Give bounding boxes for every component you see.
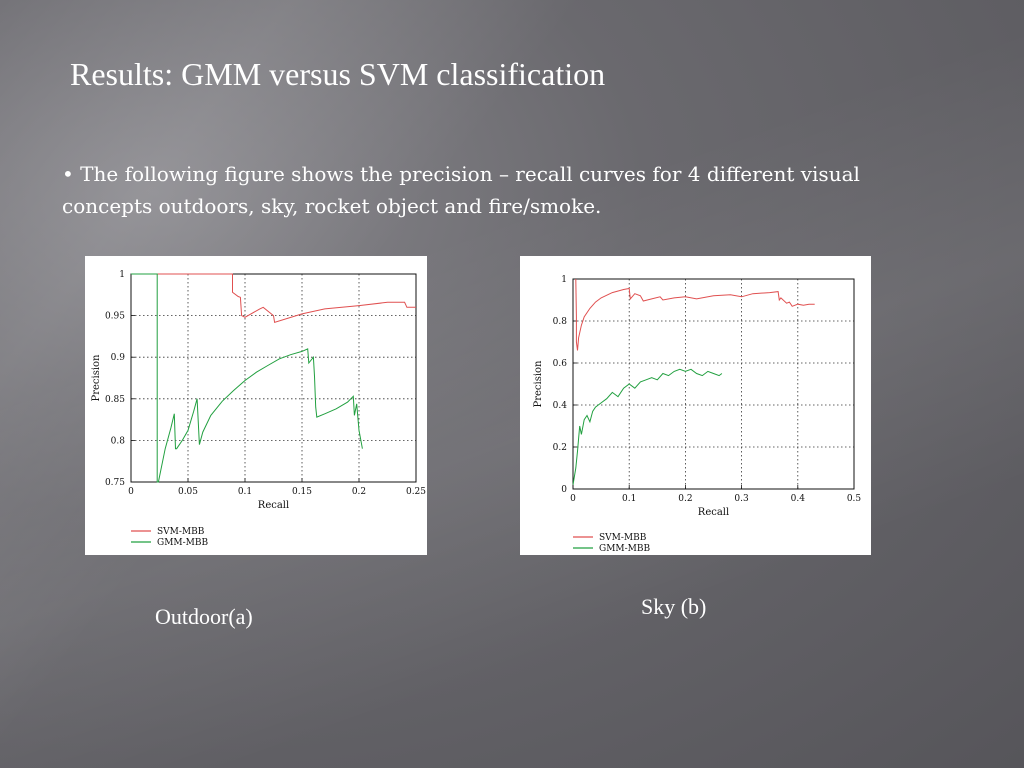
x-tick-label: 0.1 bbox=[622, 494, 636, 504]
series-line-gmm-mbb bbox=[131, 273, 363, 483]
x-tick-label: 0.3 bbox=[734, 494, 749, 504]
figure-sky: 0 0.1 0.2 0.3 0.4 0.5 0 0.2 0.4 0.6 0.8 1 Recall Prec… bbox=[520, 256, 871, 555]
x-tick-label: 0.4 bbox=[791, 494, 806, 504]
legend-label: SVM-MBB bbox=[157, 527, 205, 537]
y-tick-label: 1 bbox=[119, 270, 125, 280]
y-tick-label: 0.8 bbox=[111, 436, 126, 446]
x-tick-label: 0.2 bbox=[352, 487, 366, 497]
y-tick-label: 0.8 bbox=[553, 317, 568, 327]
plot-frame bbox=[130, 273, 417, 483]
series-line-svm-mbb bbox=[575, 278, 815, 351]
y-tick-label: 0.9 bbox=[111, 353, 126, 363]
x-tick-label: 0 bbox=[570, 494, 576, 504]
y-tick-label: 1 bbox=[561, 275, 567, 285]
legend-label: GMM-MBB bbox=[599, 544, 650, 554]
chart-outdoor: 0 0.05 0.1 0.15 0.2 0.25 0.75 0.8 0.85 0.9 0.95 1 Re… bbox=[91, 270, 426, 548]
y-tick-label: 0 bbox=[561, 485, 567, 495]
y-tick-label: 0.4 bbox=[553, 401, 568, 411]
y-tick-label: 0.95 bbox=[105, 312, 125, 322]
series-line-svm-mbb bbox=[131, 273, 416, 323]
x-tick-label: 0.15 bbox=[292, 487, 312, 497]
legend-label: SVM-MBB bbox=[599, 533, 647, 543]
y-tick-label: 0.6 bbox=[553, 359, 568, 369]
x-tick-label: 0.05 bbox=[178, 487, 198, 497]
x-tick-label: 0.2 bbox=[678, 494, 692, 504]
series-line-gmm-mbb bbox=[572, 368, 723, 485]
x-tick-label: 0.1 bbox=[238, 487, 252, 497]
bullet-text: • The following figure shows the precisi… bbox=[62, 162, 860, 218]
y-tick-label: 0.75 bbox=[105, 478, 125, 488]
caption-sky: Sky (b) bbox=[641, 594, 707, 619]
x-axis-label: Recall bbox=[258, 500, 289, 511]
y-tick-label: 0.85 bbox=[105, 395, 125, 405]
legend-label: GMM-MBB bbox=[157, 538, 208, 548]
x-tick-label: 0.5 bbox=[847, 494, 862, 504]
plot-frame bbox=[572, 278, 855, 490]
x-axis-label: Recall bbox=[698, 507, 729, 518]
y-tick-label: 0.2 bbox=[553, 443, 567, 453]
figure-outdoor: 0 0.05 0.1 0.15 0.2 0.25 0.75 0.8 0.85 0.9 0.95 1 Re… bbox=[85, 256, 427, 555]
x-tick-label: 0.25 bbox=[406, 487, 426, 497]
chart-sky: 0 0.1 0.2 0.3 0.4 0.5 0 0.2 0.4 0.6 0.8 1 Recall Prec… bbox=[533, 275, 862, 554]
slide-title: Results: GMM versus SVM classification bbox=[70, 56, 606, 92]
y-axis-label: Precision bbox=[91, 354, 102, 402]
caption-outdoor: Outdoor(a) bbox=[155, 604, 253, 629]
x-tick-label: 0 bbox=[128, 487, 134, 497]
y-axis-label: Precision bbox=[533, 360, 544, 408]
